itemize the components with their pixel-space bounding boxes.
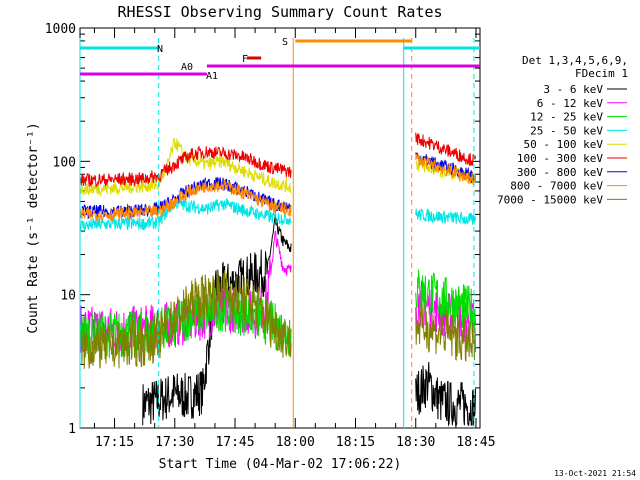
x-tick-label: 18:45 [456, 435, 495, 450]
y-tick-label: 1000 [45, 22, 76, 37]
x-tick-label: 17:30 [155, 435, 194, 450]
series-800-7000-keV-line-post [415, 153, 476, 185]
footer-timestamp: 13-Oct-2021 21:54 [554, 469, 636, 478]
series-12-25-keV-line-post [415, 269, 476, 335]
x-tick-label: 18:15 [336, 435, 375, 450]
series-7000-15000-keV-line [79, 269, 292, 370]
legend-entry-label: 800 - 7000 keV [510, 180, 603, 193]
flag-label-s: S [282, 37, 288, 48]
chart-title: RHESSI Observing Summary Count Rates [117, 3, 442, 21]
flag-label-a1: A1 [206, 71, 218, 82]
x-tick-label: 17:15 [95, 435, 134, 450]
y-tick-label: 100 [53, 155, 76, 170]
series-25-50-keV-line [79, 197, 292, 232]
series-100-300-keV-line [79, 145, 292, 188]
flag-label-a0: A0 [181, 62, 193, 73]
legend-entry-label: 300 - 800 keV [517, 166, 603, 179]
series-3-6-keV-line-post [415, 361, 476, 427]
legend-header: FDecim 1 [575, 67, 628, 80]
series-6-12-keV-line-post [415, 280, 476, 343]
flag-label-n: N [157, 44, 163, 55]
legend-entry-label: 50 - 100 keV [524, 138, 604, 151]
legend-entry-label: 7000 - 15000 keV [497, 193, 603, 206]
series-25-50-keV-line-post [415, 208, 476, 225]
series-800-7000-keV-line [79, 179, 292, 222]
x-tick-label: 17:45 [215, 435, 254, 450]
x-axis-label: Start Time (04-Mar-02 17:06:22) [159, 457, 402, 472]
y-tick-label: 10 [60, 289, 76, 304]
x-tick-label: 18:00 [276, 435, 315, 450]
legend-entry-label: 100 - 300 keV [517, 152, 603, 165]
x-tick-label: 18:30 [396, 435, 435, 450]
legend-entry-label: 3 - 6 keV [543, 83, 603, 96]
series-7000-15000-keV-line-post [415, 302, 476, 362]
legend-entry-label: 12 - 25 keV [530, 111, 603, 124]
series-100-300-keV-line-post [415, 132, 476, 166]
y-tick-label: 1 [68, 422, 76, 437]
legend-entry-label: 6 - 12 keV [537, 97, 604, 110]
y-axis-label: Count Rate (s⁻¹ detector⁻¹) [26, 122, 41, 333]
series-50-100-keV-line [79, 137, 292, 197]
legend-header: Det 1,3,4,5,6,9, [522, 54, 628, 67]
legend-entry-label: 25 - 50 keV [530, 124, 603, 137]
flag-label-f: F [242, 54, 248, 65]
